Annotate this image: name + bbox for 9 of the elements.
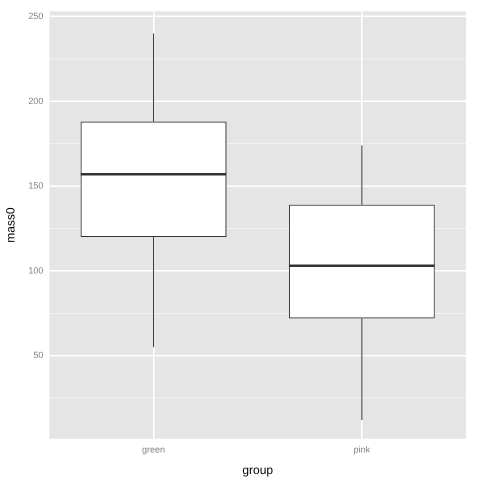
y-tick-label: 100 (28, 265, 44, 276)
y-tick-label: 200 (28, 96, 44, 106)
x-tick-label: pink (354, 444, 371, 455)
y-axis-title: mass0 (4, 207, 18, 243)
y-tick-label: 50 (33, 350, 44, 360)
y-tick-label: 250 (28, 10, 44, 21)
y-tick-label: 150 (28, 180, 44, 191)
x-tick-label: green (142, 444, 166, 455)
x-axis-title: group (242, 463, 274, 478)
